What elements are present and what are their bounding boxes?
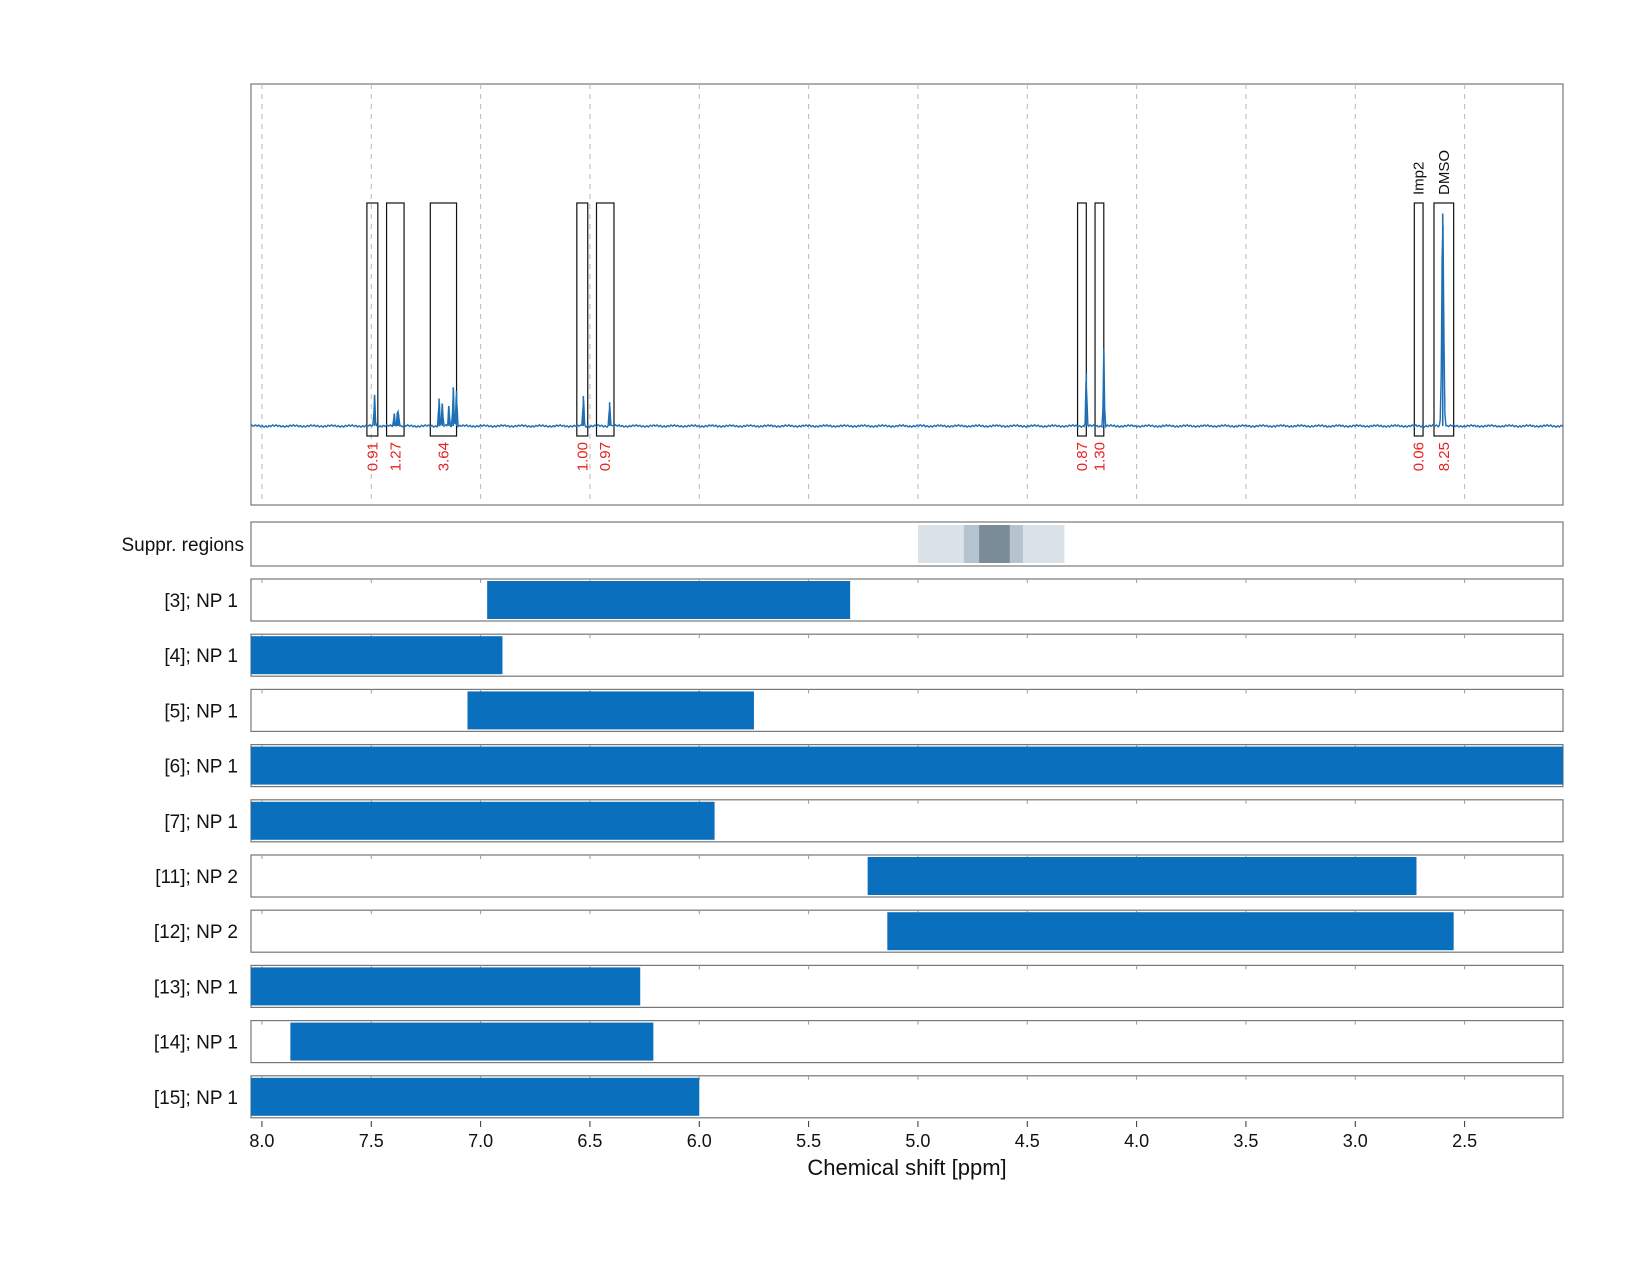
integration-box (1413, 202, 1424, 437)
x-tick-label: 3.0 (1343, 1131, 1368, 1151)
suppression-band (979, 525, 1010, 563)
integral-value: 1.27 (387, 442, 404, 471)
integration-box (1433, 202, 1455, 437)
integration-box (385, 202, 405, 437)
range-rows-panel: [3]; NP 1 [4]; NP 1 [5]; NP 1 [6]; NP 1 [7];… (154, 578, 1564, 1119)
integral-value: 0.91 (364, 442, 381, 471)
integration-box (429, 202, 458, 437)
integral-value: 0.97 (597, 442, 614, 471)
integral-value: 3.64 (435, 442, 452, 471)
x-axis: 8.0 7.5 7.0 6.5 6.0 5.5 5.0 4.5 4.0 3.5 3.0 2.5 (249, 1121, 1477, 1151)
integration-box (595, 202, 615, 437)
suppression-panel: Suppr. regions (121, 521, 1564, 567)
range-row-frame (250, 688, 1564, 733)
suppression-label: Suppr. regions (121, 535, 244, 556)
range-bar (251, 967, 641, 1006)
range-row-label: [5]; NP 1 (164, 701, 238, 722)
range-row-label: [12]; NP 2 (154, 922, 238, 943)
range-bar (867, 857, 1417, 895)
x-tick-label: 6.0 (687, 1131, 712, 1151)
integral-value: 1.00 (574, 442, 591, 471)
x-tick-label: 2.5 (1452, 1131, 1477, 1151)
spectrum-panel: 0.91 1.27 3.64 1.00 0.97 0.87 1.30 0.06 Imp2 8.25… (250, 83, 1564, 506)
x-axis-label: Chemical shift [ppm] (807, 1155, 1006, 1180)
range-row-label: [14]; NP 1 (154, 1033, 238, 1054)
x-tick-label: 5.5 (796, 1131, 821, 1151)
range-row-label: [7]; NP 1 (164, 812, 238, 833)
range-bar (887, 912, 1454, 951)
range-row-label: [4]; NP 1 (164, 646, 238, 667)
range-row-frame (250, 578, 1564, 622)
x-tick-label: 7.5 (359, 1131, 384, 1151)
range-bar (251, 636, 503, 675)
range-row-label: [6]; NP 1 (164, 757, 238, 778)
range-bar (251, 801, 715, 840)
x-tick-label: 7.0 (468, 1131, 493, 1151)
integration-box (576, 202, 589, 437)
spectrum-line (250, 225, 1564, 429)
x-tick-label: 4.0 (1124, 1131, 1149, 1151)
integral-value: 8.25 (1436, 442, 1453, 471)
region-label: DMSO (1436, 150, 1453, 195)
integral-value: 0.87 (1074, 442, 1091, 471)
range-bar (467, 691, 754, 730)
integration-box (1094, 202, 1105, 437)
x-tick-label: 3.5 (1233, 1131, 1258, 1151)
range-row-label: [11]; NP 2 (155, 867, 238, 888)
range-bar (290, 1022, 654, 1061)
integral-value: 1.30 (1091, 442, 1108, 471)
region-label: Imp2 (1411, 162, 1428, 195)
integral-value: 0.06 (1411, 442, 1428, 471)
range-row-label: [15]; NP 1 (154, 1088, 238, 1109)
spectrum-frame (250, 83, 1564, 506)
x-tick-label: 8.0 (249, 1131, 274, 1151)
range-bar (251, 746, 1563, 785)
integration-box (1076, 202, 1087, 437)
integration-box (366, 202, 379, 437)
x-tick-label: 4.5 (1015, 1131, 1040, 1151)
range-bar (251, 1077, 700, 1116)
range-bar (487, 581, 851, 619)
x-tick-label: 6.5 (577, 1131, 602, 1151)
suppression-frame (250, 521, 1564, 567)
range-row-label: [3]; NP 1 (164, 591, 238, 612)
range-row-label: [13]; NP 1 (154, 977, 238, 998)
x-tick-label: 5.0 (905, 1131, 930, 1151)
